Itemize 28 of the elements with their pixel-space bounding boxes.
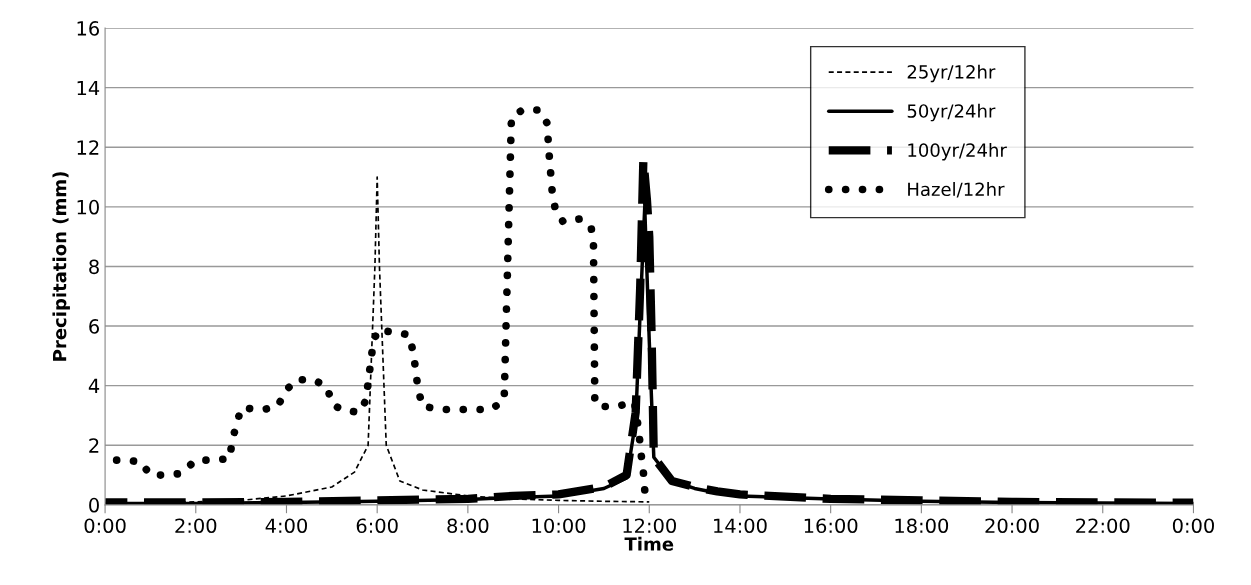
y-tick-label: 10 [77,199,99,215]
x-tick-label: 20:00 [985,518,1039,534]
x-tick-label: 0:00 [84,518,126,534]
y-axis-title: Precipitation (mm) [52,172,70,361]
x-tick-label: 16:00 [804,518,858,534]
x-tick-label: 0:00 [1172,518,1214,534]
x-tick-label: 6:00 [356,518,398,534]
x-axis-title: Time [624,536,674,551]
x-tick-label: 8:00 [447,518,489,534]
y-tick-label: 12 [77,140,99,155]
legend-label: 100yr/24hr [908,142,1007,161]
x-tick-label: 12:00 [623,518,676,534]
y-tick-label: 8 [89,259,99,275]
legend-label: 25yr/12hr [907,64,996,83]
y-tick-label: 4 [88,378,100,394]
x-tick-label: 14:00 [714,518,767,534]
x-tick-label: 18:00 [895,518,949,534]
y-tick-label: 6 [89,319,99,334]
y-tick-label: 14 [77,80,100,96]
y-tick-label: 16 [77,21,99,36]
x-tick-label: 22:00 [1076,518,1130,534]
legend-label: 50yr/24hr [907,103,996,122]
y-tick-label: 0 [89,497,99,513]
legend-label: Hazel/12hr [908,182,1005,198]
x-tick-label: 2:00 [175,518,217,534]
x-tick-label: 10:00 [532,518,586,534]
x-tick-label: 4:00 [265,518,308,534]
y-tick-label: 2 [89,438,99,453]
